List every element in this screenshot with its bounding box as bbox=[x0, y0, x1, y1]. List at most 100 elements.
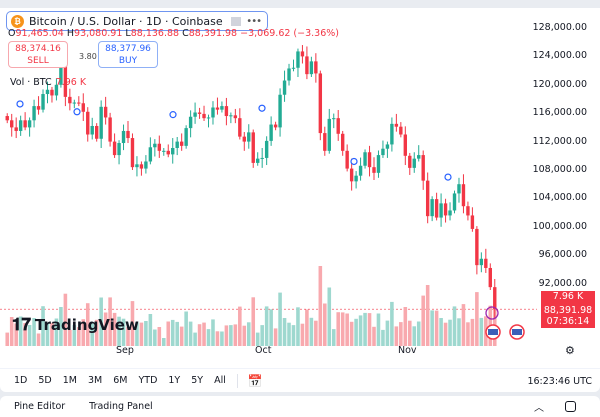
candle[interactable] bbox=[273, 124, 278, 128]
candle[interactable] bbox=[153, 143, 157, 148]
range-6m[interactable]: 6M bbox=[113, 375, 128, 386]
event-marker[interactable] bbox=[444, 173, 452, 181]
candle[interactable] bbox=[264, 140, 269, 158]
candle[interactable] bbox=[171, 147, 175, 155]
maximize-icon[interactable] bbox=[565, 401, 576, 412]
candle[interactable] bbox=[430, 199, 434, 217]
buy-button[interactable]: 88,377.96 BUY bbox=[98, 41, 158, 68]
candle[interactable] bbox=[439, 203, 443, 218]
candle[interactable] bbox=[99, 106, 103, 139]
candle[interactable] bbox=[229, 115, 233, 117]
candle[interactable] bbox=[63, 63, 68, 97]
range-ytd[interactable]: YTD bbox=[138, 375, 158, 386]
candle[interactable] bbox=[41, 94, 45, 110]
candle[interactable] bbox=[291, 67, 296, 69]
candle[interactable] bbox=[135, 164, 139, 168]
candle[interactable] bbox=[403, 134, 408, 156]
candle[interactable] bbox=[23, 120, 27, 128]
candle[interactable] bbox=[282, 80, 287, 95]
candle[interactable] bbox=[27, 120, 32, 128]
candle[interactable] bbox=[59, 63, 63, 85]
candle[interactable] bbox=[166, 150, 170, 155]
candle[interactable] bbox=[484, 258, 488, 268]
flag-icon[interactable] bbox=[231, 16, 242, 26]
candle[interactable] bbox=[5, 116, 9, 121]
candle[interactable] bbox=[354, 175, 358, 182]
candle[interactable] bbox=[421, 155, 425, 181]
event-marker[interactable] bbox=[258, 104, 266, 112]
range-3m[interactable]: 3M bbox=[87, 375, 103, 386]
candle[interactable] bbox=[318, 73, 323, 134]
sell-button[interactable]: 88,374.16 SELL bbox=[8, 41, 68, 68]
candle[interactable] bbox=[108, 117, 112, 142]
range-1d[interactable]: 1D bbox=[14, 375, 28, 386]
candle[interactable] bbox=[117, 143, 121, 156]
candle[interactable] bbox=[224, 106, 229, 117]
candle[interactable] bbox=[305, 56, 309, 75]
event-marker[interactable] bbox=[350, 157, 358, 166]
candle[interactable] bbox=[493, 287, 497, 310]
candle[interactable] bbox=[32, 106, 36, 121]
range-1y[interactable]: 1Y bbox=[168, 375, 181, 386]
range-1m[interactable]: 1M bbox=[62, 375, 77, 386]
candle[interactable] bbox=[126, 130, 130, 139]
candle[interactable] bbox=[50, 89, 54, 96]
candle[interactable] bbox=[206, 117, 211, 119]
candle[interactable] bbox=[157, 143, 162, 151]
range-5y[interactable]: 5Y bbox=[191, 375, 204, 386]
candle[interactable] bbox=[470, 215, 475, 229]
chart-pane[interactable]: ₿ Bitcoin / U.S. Dollar · 1D · Coinbase … bbox=[0, 8, 600, 392]
candle[interactable] bbox=[479, 258, 484, 266]
candle[interactable] bbox=[36, 106, 41, 110]
event-marker[interactable] bbox=[73, 108, 81, 116]
candle[interactable] bbox=[238, 118, 242, 137]
candle[interactable] bbox=[332, 118, 336, 120]
candle[interactable] bbox=[466, 206, 470, 216]
candle[interactable] bbox=[86, 111, 90, 135]
candle[interactable] bbox=[130, 138, 135, 168]
candle[interactable] bbox=[340, 133, 345, 151]
candle[interactable] bbox=[54, 84, 59, 96]
candle[interactable] bbox=[452, 193, 457, 211]
candle[interactable] bbox=[349, 168, 354, 182]
candle[interactable] bbox=[197, 112, 202, 114]
candle[interactable] bbox=[448, 210, 452, 216]
candle[interactable] bbox=[77, 102, 81, 104]
event-marker[interactable] bbox=[16, 100, 24, 108]
candle[interactable] bbox=[381, 148, 385, 156]
candle[interactable] bbox=[90, 125, 94, 135]
candle[interactable] bbox=[323, 133, 327, 151]
candle[interactable] bbox=[45, 89, 50, 95]
candle[interactable] bbox=[434, 199, 439, 218]
settings-icon[interactable]: ⚙ bbox=[565, 344, 575, 357]
candle[interactable] bbox=[72, 102, 77, 104]
candle[interactable] bbox=[139, 164, 144, 169]
candle[interactable] bbox=[94, 125, 99, 139]
candle[interactable] bbox=[269, 124, 273, 141]
candle[interactable] bbox=[10, 120, 14, 128]
more-icon[interactable]: ••• bbox=[246, 15, 262, 27]
candle[interactable] bbox=[394, 123, 399, 127]
candle[interactable] bbox=[242, 136, 246, 142]
symbol-legend[interactable]: ₿ Bitcoin / U.S. Dollar · 1D · Coinbase … bbox=[6, 11, 268, 31]
range-5d[interactable]: 5D bbox=[38, 375, 52, 386]
candle[interactable] bbox=[278, 94, 282, 128]
tab-trading-panel[interactable]: Trading Panel bbox=[89, 401, 153, 412]
candle[interactable] bbox=[68, 96, 72, 104]
candle[interactable] bbox=[251, 132, 255, 163]
clock[interactable]: 16:23:46 UTC bbox=[527, 376, 592, 387]
candle[interactable] bbox=[193, 112, 197, 117]
candle[interactable] bbox=[179, 141, 184, 146]
chevron-up-icon[interactable]: ︿ bbox=[534, 403, 544, 414]
candle[interactable] bbox=[417, 155, 421, 159]
candle[interactable] bbox=[112, 141, 117, 156]
candle[interactable] bbox=[425, 180, 430, 217]
candle[interactable] bbox=[412, 158, 416, 168]
candle[interactable] bbox=[390, 123, 394, 145]
candle[interactable] bbox=[103, 106, 108, 118]
candle[interactable] bbox=[188, 116, 193, 129]
goto-date-icon[interactable]: 📅 bbox=[236, 373, 263, 388]
candle[interactable] bbox=[300, 51, 305, 57]
tab-pine-editor[interactable]: Pine Editor bbox=[14, 401, 66, 412]
candle[interactable] bbox=[475, 228, 479, 266]
